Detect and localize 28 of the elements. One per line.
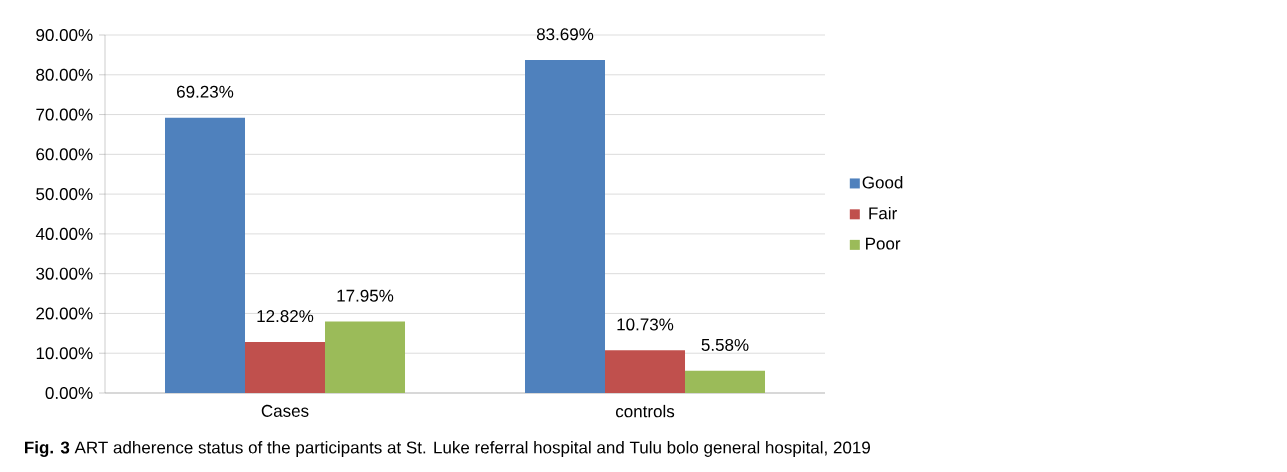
text: Fig. 3 ART adherence status of the participants at St. Luke referral hospital and Tulu bolo general hospital, 2019 xyxy=(25,441,870,457)
y-tick-label: 70.00% xyxy=(36,108,93,121)
legend-label: Good xyxy=(862,176,903,189)
bar xyxy=(245,342,326,393)
data-label: 12.82% xyxy=(257,310,314,323)
y-tick-label: 60.00% xyxy=(36,148,93,161)
x-tick-label: Cases xyxy=(261,404,309,417)
bar xyxy=(685,370,766,393)
y-tick-label: 10.00% xyxy=(36,347,93,360)
bar xyxy=(525,60,606,393)
y-tick-label: 80.00% xyxy=(36,68,93,81)
bar xyxy=(605,350,686,393)
data-label: 10.73% xyxy=(617,318,674,331)
legend-label: Fair xyxy=(869,206,897,220)
bar xyxy=(165,117,246,393)
data-label: 69.23% xyxy=(177,85,234,98)
bar xyxy=(325,321,406,393)
y-tick-label: 30.00% xyxy=(36,267,93,280)
y-tick-label: 20.00% xyxy=(36,307,93,320)
x-tick-label: controls xyxy=(615,404,675,418)
y-tick-label: 0.00% xyxy=(45,386,93,400)
data-label: 83.69% xyxy=(536,28,594,41)
y-tick-label: 90.00% xyxy=(36,28,93,42)
data-label: 17.95% xyxy=(337,289,394,302)
y-tick-label: 40.00% xyxy=(35,227,93,240)
y-tick-label: 50.00% xyxy=(36,188,93,201)
legend-label: Poor xyxy=(866,237,901,250)
data-label: 5.58% xyxy=(701,338,749,351)
